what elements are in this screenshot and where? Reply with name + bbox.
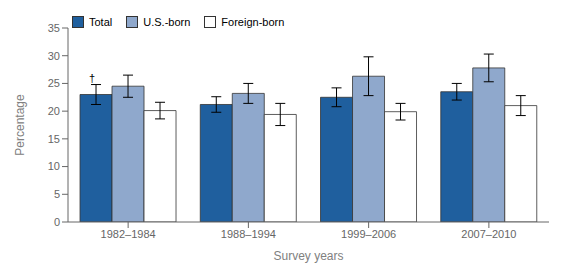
svg-text:35: 35 [48,22,60,34]
svg-text:†: † [89,72,95,84]
svg-text:2007–2010: 2007–2010 [461,228,516,240]
svg-text:Percentage: Percentage [13,94,27,156]
svg-text:15: 15 [48,133,60,145]
svg-text:Survey years: Survey years [273,249,343,263]
svg-text:30: 30 [48,50,60,62]
svg-text:10: 10 [48,160,60,172]
html-text:U.S.-born: U.S.-born [143,16,191,28]
html-text:Total: Total [89,16,113,28]
svg-text:1999–2006: 1999–2006 [341,228,396,240]
svg-text:25: 25 [48,77,60,89]
svg-text:5: 5 [54,188,60,200]
svg-text:1988–1994: 1988–1994 [221,228,276,240]
svg-text:20: 20 [48,105,60,117]
svg-text:1982–1984: 1982–1984 [101,228,156,240]
html-text:Foreign-born: Foreign-born [221,16,285,28]
svg-text:0: 0 [54,216,60,228]
